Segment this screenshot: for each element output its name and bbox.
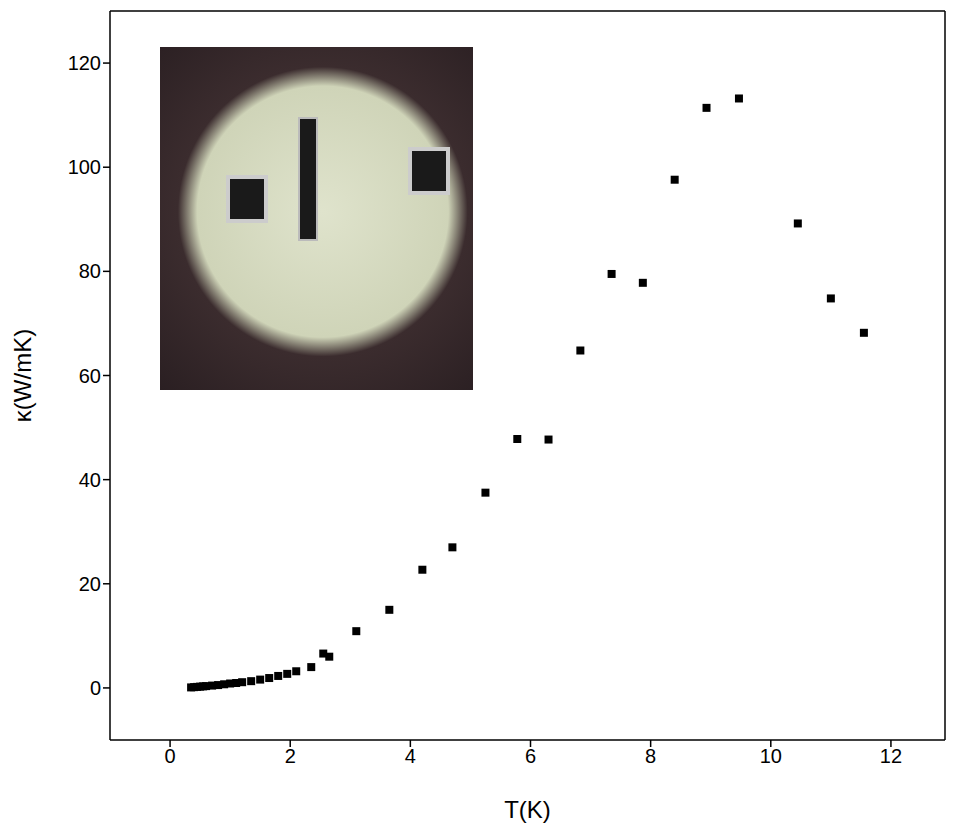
svg-text:100: 100 [68,156,101,178]
svg-text:8: 8 [645,745,656,767]
svg-text:120: 120 [68,52,101,74]
svg-text:0: 0 [165,745,176,767]
svg-text:40: 40 [79,469,101,491]
svg-text:0: 0 [90,677,101,699]
svg-text:κ(W/mK): κ(W/mK) [9,329,36,422]
svg-text:T(K): T(K) [504,796,551,823]
svg-text:10: 10 [760,745,782,767]
svg-text:60: 60 [79,365,101,387]
svg-text:12: 12 [880,745,902,767]
svg-text:2: 2 [285,745,296,767]
svg-text:80: 80 [79,260,101,282]
svg-text:20: 20 [79,573,101,595]
svg-text:6: 6 [525,745,536,767]
svg-text:4: 4 [405,745,416,767]
